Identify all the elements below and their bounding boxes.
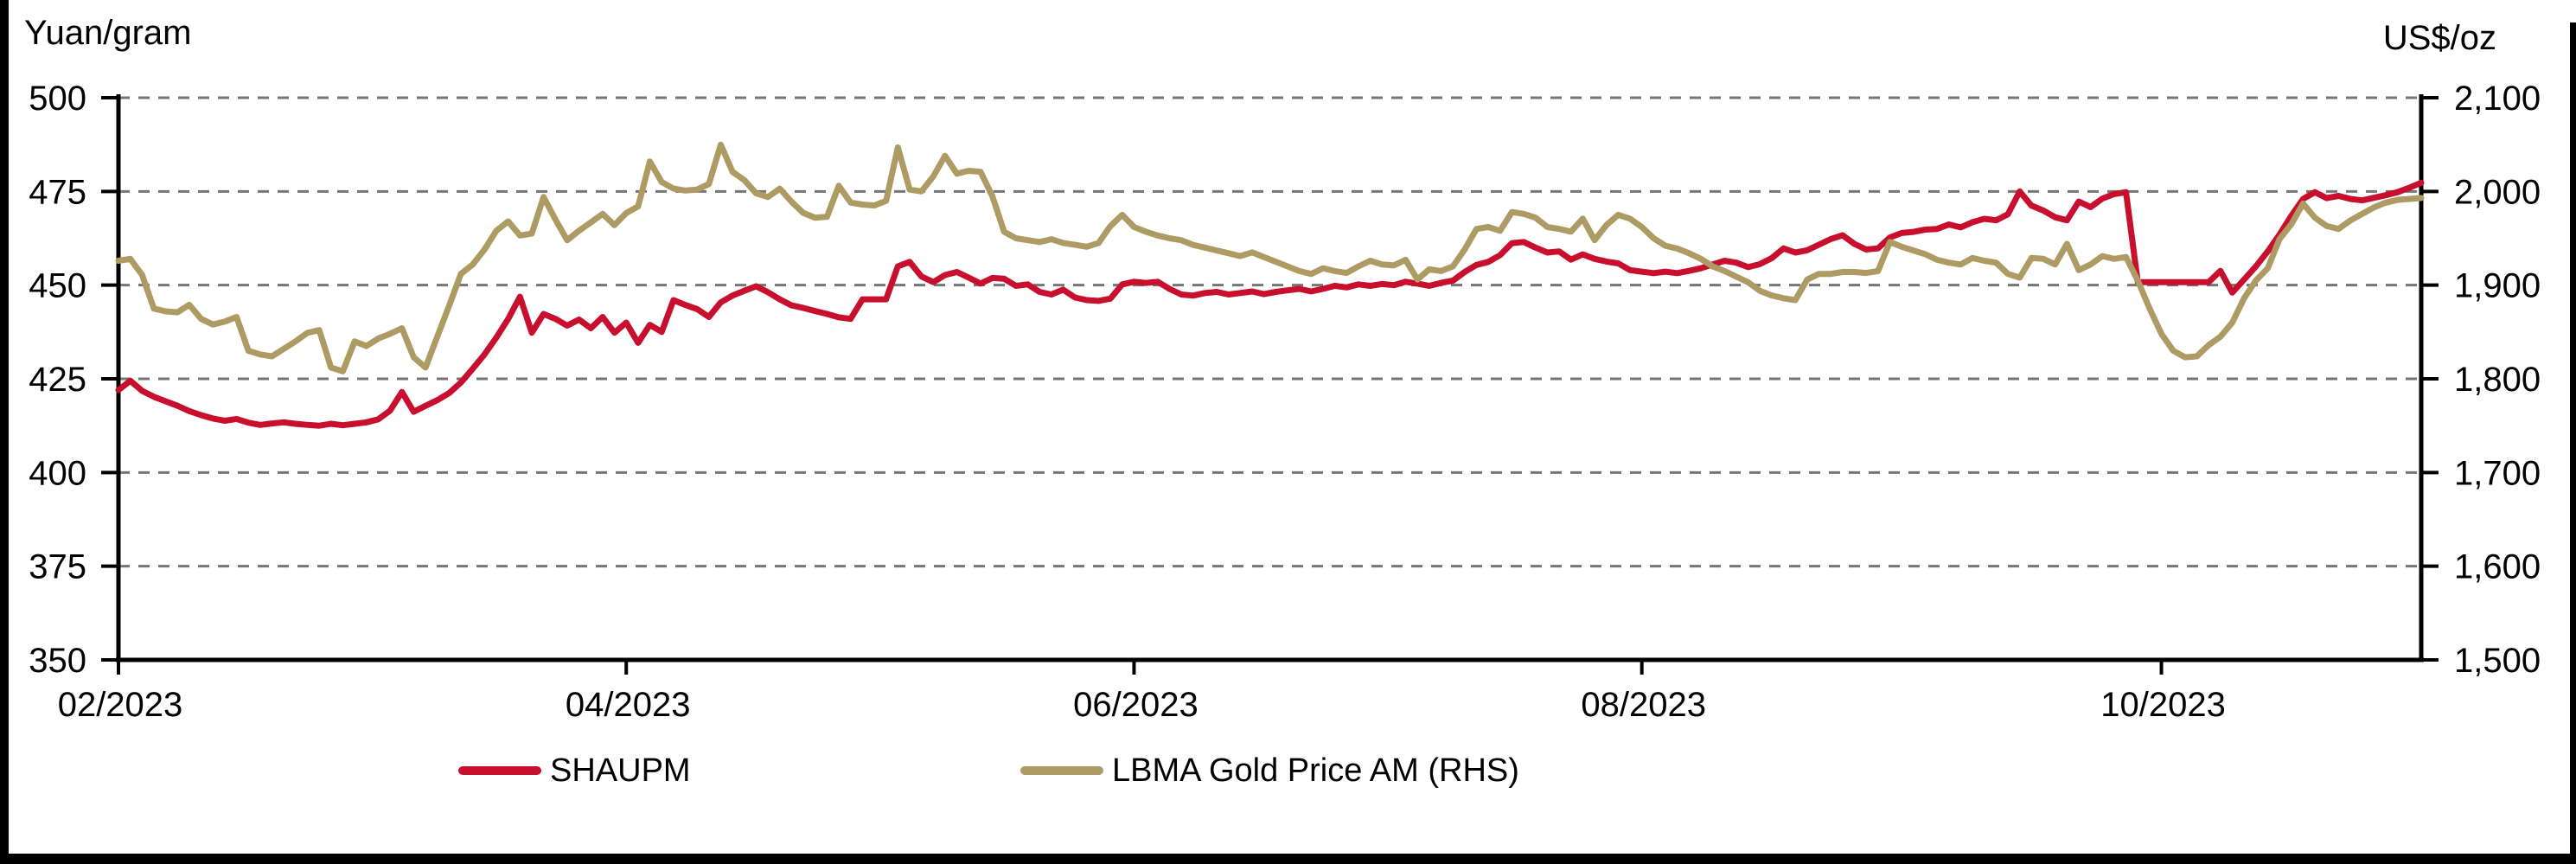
left-axis-tick-label: 475 [29, 173, 86, 211]
x-axis-tick-label: 08/2023 [1581, 686, 1706, 724]
series-line-shaupm [115, 179, 2425, 429]
right-axis-tick-label: 1,500 [2454, 642, 2541, 680]
legend-item-lbma: LBMA Gold Price AM (RHS) [1020, 751, 1519, 790]
x-axis-tick-label: 10/2023 [2100, 686, 2226, 724]
shaupm-line-swatch [458, 766, 541, 775]
left-axis-title: Yuan/gram [24, 14, 192, 52]
legend-label-shaupm: SHAUPM [550, 752, 691, 789]
lbma-line-swatch [1020, 766, 1103, 775]
right-axis-tick-label: 2,100 [2454, 80, 2541, 118]
left-axis-tick-label: 400 [29, 454, 86, 492]
series-line-lbma [115, 141, 2425, 374]
left-axis-tick-label: 450 [29, 267, 86, 305]
right-axis-tick-label: 1,800 [2454, 361, 2541, 399]
legend: SHAUPM LBMA Gold Price AM (RHS) [0, 751, 2576, 790]
left-axis-tick-label: 375 [29, 548, 86, 586]
right-axis-tick-label: 1,900 [2454, 267, 2541, 305]
x-axis-tick-label: 06/2023 [1073, 686, 1199, 724]
legend-label-lbma: LBMA Gold Price AM (RHS) [1112, 752, 1519, 789]
left-axis-tick-label: 425 [29, 361, 86, 399]
left-axis-tick-label: 350 [29, 642, 86, 680]
window-border-left [0, 0, 9, 864]
window-border-right [2570, 22, 2576, 864]
x-axis-tick-label: 02/2023 [58, 686, 183, 724]
right-axis-tick-label: 1,700 [2454, 454, 2541, 492]
left-axis-tick-label: 500 [29, 80, 86, 118]
right-axis-tick-label: 1,600 [2454, 548, 2541, 586]
right-axis-title: US$/oz [2382, 19, 2496, 57]
right-axis-tick-label: 2,000 [2454, 173, 2541, 211]
window-border-bottom [0, 854, 2576, 864]
x-axis-tick-label: 04/2023 [566, 686, 691, 724]
legend-item-shaupm: SHAUPM [458, 751, 691, 790]
